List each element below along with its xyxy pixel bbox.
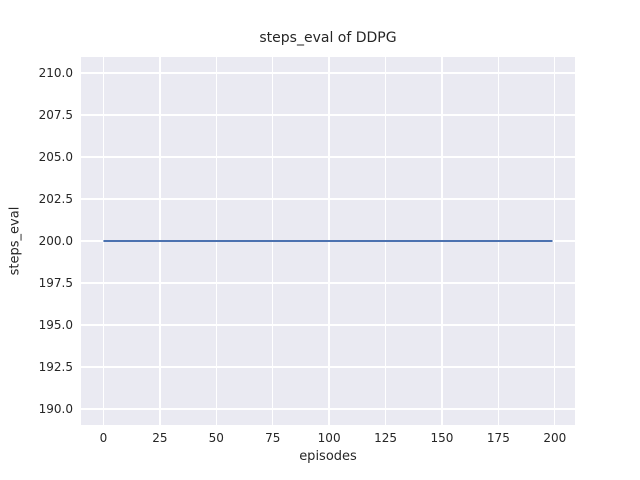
x-axis-label: episodes [299, 449, 357, 464]
chart-title: steps_eval of DDPG [259, 30, 397, 46]
y-gridline [81, 198, 575, 200]
y-tick-label: 190.0 [38, 402, 73, 417]
x-tick-label: 100 [317, 431, 341, 445]
x-tick-label: 75 [265, 431, 281, 445]
y-tick-label: 197.5 [38, 276, 73, 290]
y-tick-label: 192.5 [38, 360, 73, 375]
x-gridline [102, 57, 105, 425]
x-tick-label: 25 [152, 431, 168, 445]
y-gridline [81, 366, 575, 368]
x-tick-label: 200 [543, 431, 567, 445]
y-tick-label: 202.5 [38, 191, 73, 206]
y-tick-label: 195.0 [38, 318, 73, 333]
y-gridline [81, 72, 575, 74]
plot-area [81, 57, 575, 425]
y-gridline [81, 408, 575, 410]
x-tick-label: 0 [99, 431, 108, 445]
x-tick-label: 125 [374, 431, 397, 445]
y-tick-label: 200.0 [38, 234, 73, 248]
x-tick-label: 150 [430, 431, 454, 445]
y-tick-label: 207.5 [38, 107, 73, 122]
x-gridline [554, 57, 556, 425]
y-gridline [81, 282, 575, 284]
x-tick-label: 175 [486, 431, 510, 445]
x-tick-label: 50 [208, 431, 224, 445]
y-gridline [81, 114, 575, 116]
y-tick-label: 205.0 [38, 149, 73, 164]
series-layer [103, 240, 553, 242]
y-gridline [81, 156, 575, 158]
y-gridline [81, 324, 575, 326]
y-tick-label: 210.0 [38, 65, 73, 80]
